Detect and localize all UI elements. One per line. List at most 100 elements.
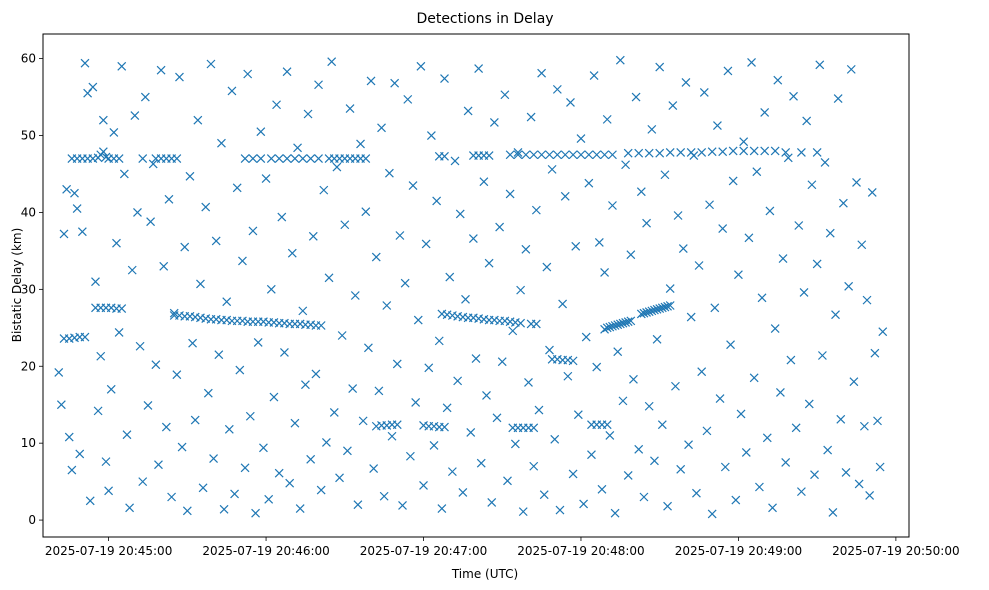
data-point	[526, 112, 536, 122]
data-point	[371, 252, 381, 262]
data-point	[605, 322, 615, 332]
data-point	[282, 154, 292, 164]
data-point	[600, 324, 610, 334]
data-point	[429, 441, 439, 450]
data-point	[783, 153, 793, 163]
data-point	[209, 454, 219, 463]
data-point	[812, 259, 822, 269]
data-point	[282, 67, 292, 77]
data-point	[285, 478, 295, 488]
data-point	[508, 326, 518, 336]
data-point	[802, 116, 812, 126]
data-point	[521, 244, 531, 254]
data-point	[314, 80, 323, 90]
data-point	[274, 468, 284, 478]
data-point	[676, 148, 686, 157]
data-point	[584, 178, 594, 188]
data-point	[563, 371, 573, 381]
data-point	[760, 146, 770, 156]
data-point	[610, 321, 620, 330]
data-point	[726, 340, 735, 350]
data-point	[497, 357, 507, 367]
y-axis-label: Bistatic Delay (km)	[10, 228, 24, 343]
data-point	[172, 154, 182, 164]
data-point	[867, 188, 877, 197]
data-point	[644, 401, 654, 411]
data-point	[62, 184, 72, 194]
data-point	[198, 483, 208, 493]
data-point	[781, 148, 791, 157]
data-point	[650, 305, 659, 315]
data-point	[245, 411, 255, 421]
data-point	[692, 488, 701, 498]
data-point	[64, 432, 74, 442]
data-point	[303, 109, 313, 119]
data-point	[718, 224, 728, 234]
data-point	[214, 350, 224, 360]
data-point	[660, 302, 670, 312]
data-point	[592, 362, 602, 372]
data-point	[728, 146, 738, 156]
data-point	[529, 461, 539, 471]
data-point	[151, 360, 161, 370]
data-point	[169, 308, 179, 318]
data-point	[613, 347, 623, 357]
data-point	[626, 316, 636, 326]
data-point	[579, 499, 589, 509]
data-point	[655, 62, 665, 72]
data-point	[461, 294, 470, 304]
data-point	[542, 262, 552, 272]
data-point	[731, 495, 741, 505]
data-point	[466, 427, 476, 437]
data-point	[280, 347, 289, 357]
data-point	[796, 487, 806, 497]
data-point	[608, 150, 617, 160]
data-point	[736, 409, 746, 419]
data-point	[440, 74, 449, 84]
data-point	[180, 242, 190, 252]
data-point	[230, 489, 239, 499]
data-point	[720, 462, 730, 472]
data-point	[804, 399, 814, 409]
data-point	[484, 151, 494, 160]
x-tick-label: 2025-07-19 20:46:00	[202, 544, 329, 558]
data-point	[823, 445, 833, 455]
data-point	[447, 467, 457, 477]
data-point	[358, 416, 368, 426]
data-point	[524, 377, 533, 387]
data-point	[770, 146, 780, 156]
data-point	[413, 315, 423, 325]
data-point	[83, 88, 93, 98]
x-tick-label: 2025-07-19 20:50:00	[832, 544, 959, 558]
data-point	[253, 337, 263, 347]
data-point	[440, 151, 449, 161]
data-point	[865, 491, 875, 500]
data-point	[605, 431, 615, 440]
data-point	[455, 209, 465, 219]
data-point	[873, 416, 882, 426]
data-point	[560, 191, 570, 201]
data-point	[849, 377, 859, 387]
data-point	[584, 150, 594, 160]
data-point	[382, 301, 392, 310]
data-point	[531, 319, 541, 329]
data-point	[227, 86, 237, 96]
data-point	[857, 240, 867, 250]
data-point	[114, 327, 124, 337]
data-point	[392, 420, 402, 430]
data-point	[182, 506, 192, 516]
data-point	[167, 492, 177, 502]
data-point	[424, 363, 434, 373]
data-point	[760, 108, 770, 117]
data-point	[321, 437, 331, 447]
data-point	[403, 94, 413, 104]
data-point	[665, 284, 675, 294]
data-point	[243, 69, 253, 79]
data-point	[568, 356, 578, 366]
data-point	[458, 487, 468, 497]
data-point	[133, 208, 142, 217]
data-point	[770, 324, 780, 333]
data-point	[568, 469, 578, 479]
data-point	[587, 450, 596, 460]
data-point	[794, 221, 804, 230]
